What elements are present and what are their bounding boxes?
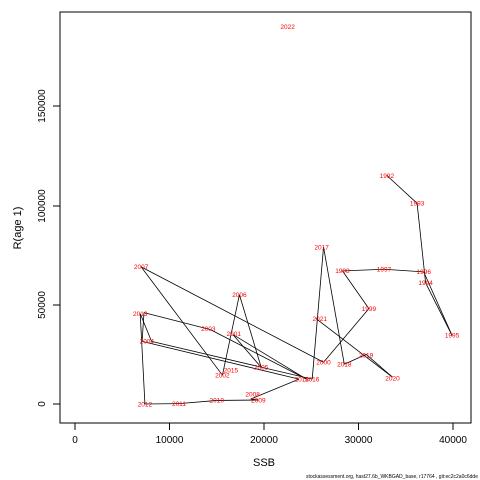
trajectory-segment — [315, 318, 393, 378]
trajectory-segment — [416, 203, 426, 283]
year-label: 2012 — [138, 401, 153, 408]
plot-frame — [59, 11, 472, 424]
year-label: 2010 — [210, 398, 225, 405]
trajectory-segment — [323, 246, 345, 365]
trajectory-segment — [142, 341, 300, 380]
trajectory-segment — [151, 341, 313, 380]
trajectory-segment — [178, 400, 217, 405]
trajectory-segment — [143, 312, 211, 330]
year-label: 2020 — [385, 375, 400, 382]
year-label: 2003 — [201, 326, 216, 333]
y-tick-label: 50000 — [37, 291, 48, 319]
year-label: 2013 — [133, 311, 148, 318]
x-axis-title: SSB — [253, 457, 275, 469]
year-label: 1999 — [362, 306, 377, 313]
y-tick-label: 100000 — [37, 189, 48, 223]
trajectory-segment — [425, 282, 453, 336]
trajectory-segment — [342, 270, 370, 309]
year-label: 2007 — [134, 264, 149, 271]
year-label: 2008 — [245, 391, 260, 398]
trajectory-segment — [386, 175, 418, 204]
year-label: 1997 — [377, 267, 392, 274]
year-labels: 1992 1993 1994 1995 1996 1997 1998 1999 2000 2001… — [133, 24, 460, 409]
trajectory-segment — [232, 334, 262, 368]
year-label: 1996 — [416, 269, 431, 276]
year-label: 2001 — [227, 331, 242, 338]
trajectory-segment — [423, 271, 453, 336]
trajectory-segment — [239, 294, 262, 368]
source-caption: stockassessment.org, hast27.6b_WKBGAD_ba… — [306, 474, 478, 480]
trajectory-segment — [344, 353, 367, 365]
year-label: 2002 — [215, 372, 230, 379]
year-label: 2014 — [295, 376, 310, 383]
year-label: 2011 — [172, 401, 186, 408]
trajectory-segment — [250, 378, 300, 400]
trajectory-lines — [139, 175, 453, 405]
trajectory-segment — [139, 313, 146, 405]
trajectory-segment — [141, 312, 145, 342]
year-label: 2006 — [232, 292, 247, 299]
trajectory-segment — [140, 266, 324, 363]
x-axis: 0 10000 20000 30000 40000 SSB — [72, 422, 467, 469]
year-label: 1998 — [335, 268, 350, 275]
year-label: 2015 — [224, 368, 239, 375]
trajectory-segment — [209, 329, 307, 380]
year-label: 2005 — [254, 365, 269, 372]
trajectory-segment — [139, 313, 152, 342]
year-label: 1993 — [410, 201, 425, 208]
year-label: 1992 — [380, 173, 395, 180]
x-tick-label: 40000 — [439, 435, 467, 446]
year-label: 1994 — [418, 280, 433, 287]
y-axis: 0 50000 100000 150000 R(age 1) — [12, 89, 61, 407]
trajectory-segment — [342, 268, 385, 272]
trajectory-segment — [323, 308, 370, 363]
trajectory-segment — [383, 268, 424, 273]
trajectory-segment — [311, 246, 324, 380]
year-label: 2021 — [313, 316, 328, 323]
year-label: 2018 — [337, 362, 352, 369]
x-tick-label: 10000 — [156, 435, 184, 446]
x-tick-label: 30000 — [345, 435, 373, 446]
trajectory-segment — [232, 334, 307, 380]
trajectory-segment — [140, 266, 223, 376]
year-label: 1995 — [445, 333, 460, 340]
x-tick-label: 20000 — [250, 435, 278, 446]
y-tick-label: 0 — [37, 401, 48, 407]
y-axis-title: R(age 1) — [12, 207, 24, 250]
year-label: 2016 — [305, 376, 320, 383]
y-tick-label: 150000 — [37, 89, 48, 123]
year-label: 2019 — [359, 353, 374, 360]
year-label: 2017 — [314, 244, 329, 251]
year-label: 2000 — [316, 360, 331, 367]
x-tick-label: 0 — [72, 435, 78, 446]
year-label: 2009 — [251, 397, 266, 404]
year-label: 2004 — [140, 339, 155, 346]
year-label: 2022 — [280, 24, 295, 31]
